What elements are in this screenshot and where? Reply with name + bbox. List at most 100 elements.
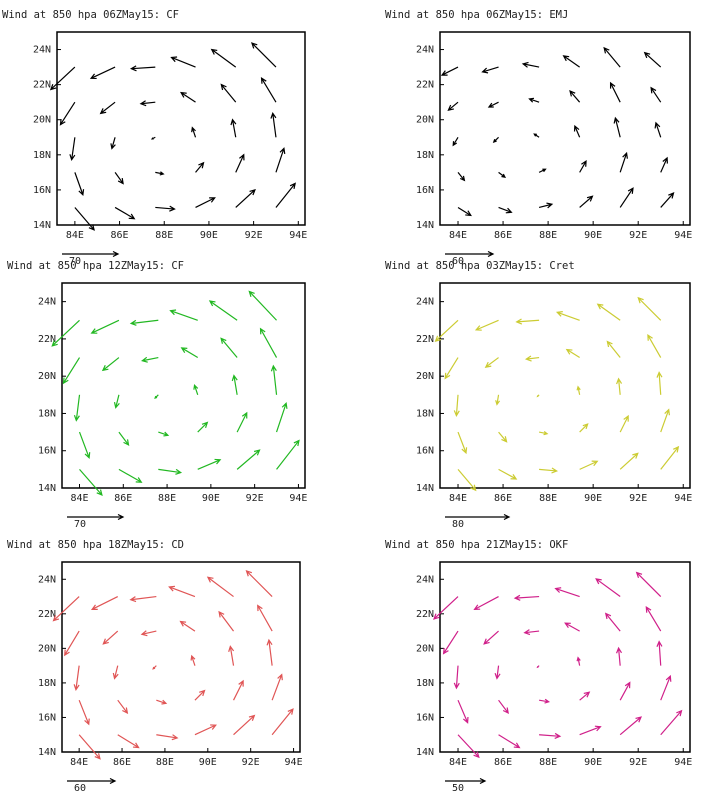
wind-vector — [654, 121, 662, 138]
y-tick-label: 22N — [416, 334, 434, 345]
wind-vector — [155, 171, 165, 176]
wind-vector — [69, 137, 76, 162]
wind-vector — [89, 66, 116, 80]
wind-vector — [637, 296, 662, 321]
wind-vector — [619, 681, 631, 701]
wind-vector — [141, 356, 159, 363]
y-tick-label: 14N — [416, 747, 434, 758]
wind-vector — [248, 290, 277, 321]
wind-vector — [195, 197, 216, 208]
wind-vector — [615, 646, 623, 666]
plot-frame — [439, 561, 691, 753]
x-tick-label: 84E — [449, 493, 467, 504]
x-tick-label: 86E — [494, 757, 512, 768]
wind-vector — [492, 136, 499, 144]
wind-vector — [643, 51, 662, 68]
wind-vector — [271, 708, 294, 736]
x-tick-label: 92E — [246, 493, 264, 504]
wind-vector — [457, 468, 477, 492]
plot-frame — [61, 561, 301, 753]
wind-vector — [99, 101, 116, 115]
x-tick-label: 84E — [449, 757, 467, 768]
x-tick-label: 88E — [156, 757, 174, 768]
wind-vector — [230, 118, 237, 138]
reference-vector — [445, 777, 487, 785]
wind-vector — [603, 46, 621, 68]
wind-vector — [616, 377, 623, 395]
wind-vector — [179, 620, 196, 632]
wind-vector — [235, 153, 245, 173]
wind-vector — [275, 147, 286, 173]
wind-vector — [117, 699, 129, 715]
wind-vector — [579, 460, 599, 470]
y-tick-label: 24N — [38, 574, 56, 585]
x-tick-label: 88E — [539, 230, 557, 241]
y-tick-label: 16N — [416, 446, 434, 457]
wind-vector — [191, 126, 197, 138]
wind-vector — [619, 414, 629, 433]
wind-vector — [73, 665, 80, 691]
y-tick-label: 14N — [416, 483, 434, 494]
wind-vector — [193, 383, 199, 396]
reference-label: 80 — [452, 519, 464, 530]
wind-vector — [555, 311, 580, 321]
wind-vector — [647, 333, 662, 358]
y-tick-label: 18N — [38, 408, 56, 419]
wind-vector — [51, 319, 80, 347]
wind-vector — [129, 595, 157, 603]
x-tick-label: 90E — [199, 757, 217, 768]
x-tick-label: 88E — [539, 757, 557, 768]
wind-vector — [564, 622, 580, 632]
wind-vector — [228, 645, 235, 666]
wind-vector — [218, 610, 235, 632]
wind-vector — [457, 699, 469, 724]
y-tick-label: 14N — [416, 220, 434, 231]
wind-vector — [434, 319, 459, 342]
wind-vector — [118, 468, 143, 483]
wind-vector — [195, 161, 205, 173]
wind-vector — [635, 571, 662, 597]
wind-vector — [554, 587, 580, 598]
x-tick-label: 94E — [289, 493, 307, 504]
y-tick-label: 24N — [38, 297, 56, 308]
wind-vector — [487, 101, 499, 108]
wind-vector — [457, 206, 472, 217]
x-tick-label: 90E — [584, 230, 602, 241]
y-tick-label: 20N — [38, 371, 56, 382]
wind-vector — [257, 604, 273, 632]
wind-vector — [619, 187, 634, 208]
wind-vector — [539, 732, 562, 739]
wind-vector — [536, 394, 540, 398]
wind-vector — [156, 699, 168, 705]
x-tick-label: 84E — [66, 230, 84, 241]
y-tick-label: 22N — [38, 609, 56, 620]
panel-title: Wind at 850 hpa 06ZMay15: CF — [2, 9, 179, 21]
wind-vector — [129, 319, 159, 326]
wind-vector — [220, 83, 237, 103]
wind-vector — [78, 431, 91, 459]
reference-label: 70 — [69, 256, 81, 267]
wind-vector — [79, 468, 103, 496]
wind-vector — [494, 665, 501, 680]
wind-vector — [524, 355, 540, 362]
wind-vector — [236, 411, 248, 433]
panel-title: Wind at 850 hpa 03ZMay15: Cret — [385, 260, 575, 272]
wind-vector — [595, 578, 621, 598]
wind-vector — [447, 101, 459, 112]
wind-vector — [220, 337, 238, 358]
x-tick-label: 92E — [242, 757, 260, 768]
wind-vector — [180, 91, 196, 103]
x-tick-label: 92E — [629, 230, 647, 241]
x-tick-label: 92E — [629, 493, 647, 504]
wind-vector — [231, 374, 238, 395]
x-tick-label: 94E — [289, 230, 307, 241]
wind-vector — [259, 327, 278, 358]
wind-vector — [473, 596, 499, 610]
plot-frame — [439, 282, 691, 489]
x-tick-label: 86E — [494, 230, 512, 241]
wind-vector — [139, 100, 156, 107]
wind-vector — [158, 468, 183, 475]
reference-vector — [62, 250, 120, 258]
plot-frame — [56, 31, 306, 226]
